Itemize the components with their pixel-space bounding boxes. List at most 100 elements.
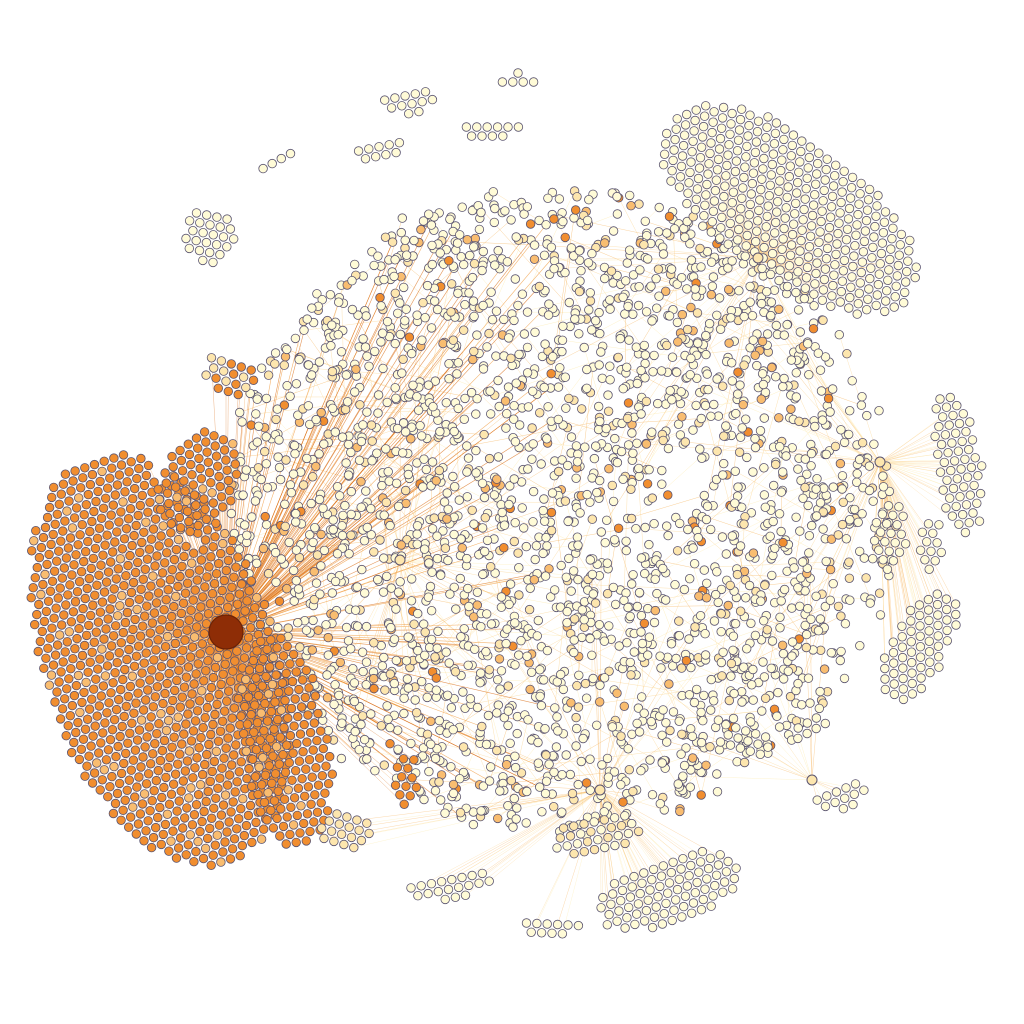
graph-node <box>93 486 103 497</box>
graph-node <box>252 593 262 603</box>
graph-node <box>566 243 577 253</box>
graph-node <box>696 707 706 718</box>
graph-node <box>453 403 463 414</box>
graph-node <box>599 807 609 817</box>
graph-node <box>46 539 56 550</box>
graph-node <box>115 731 125 742</box>
graph-node <box>717 532 728 542</box>
graph-node <box>605 361 615 371</box>
graph-node <box>169 685 180 696</box>
graph-node <box>378 587 389 597</box>
graph-node <box>786 404 796 414</box>
graph-node <box>657 479 667 489</box>
graph-node <box>205 599 216 609</box>
graph-node <box>71 727 81 738</box>
edge <box>225 631 540 788</box>
graph-node <box>86 741 96 751</box>
graph-node <box>845 406 855 416</box>
graph-node <box>309 594 319 605</box>
graph-node <box>377 480 387 491</box>
graph-node <box>115 684 126 695</box>
graph-node <box>486 287 496 297</box>
graph-node <box>730 466 741 477</box>
graph-node <box>411 708 422 718</box>
graph-node <box>624 245 635 255</box>
graph-node <box>156 531 166 541</box>
graph-node <box>154 672 165 682</box>
graph-node <box>493 245 503 256</box>
graph-node <box>160 688 170 699</box>
graph-node <box>469 311 479 322</box>
graph-node <box>240 606 250 616</box>
edge <box>542 366 611 511</box>
graph-node <box>503 382 514 392</box>
graph-node <box>444 256 454 266</box>
graph-node <box>188 726 199 736</box>
graph-node <box>205 646 215 656</box>
graph-node <box>576 756 587 767</box>
graph-node <box>553 382 564 392</box>
graph-node <box>441 398 452 408</box>
edge <box>879 461 950 499</box>
graph-node <box>311 414 321 425</box>
graph-node <box>159 558 170 568</box>
graph-node <box>684 690 695 700</box>
edge <box>757 257 868 300</box>
graph-node <box>87 516 97 527</box>
graph-node <box>144 591 154 601</box>
graph-node <box>813 626 824 636</box>
graph-node <box>147 749 158 759</box>
graph-node <box>173 712 183 723</box>
graph-node <box>186 736 197 746</box>
graph-node <box>485 386 495 396</box>
graph-node <box>626 484 636 495</box>
graph-node <box>242 530 252 541</box>
graph-node <box>512 728 522 739</box>
edge <box>794 567 831 570</box>
graph-node <box>107 547 118 557</box>
graph-node <box>696 737 707 748</box>
graph-node <box>632 718 642 729</box>
graph-node <box>139 480 150 491</box>
graph-node <box>38 579 48 590</box>
graph-node <box>204 739 214 750</box>
graph-node <box>391 393 401 404</box>
graph-node <box>494 654 505 664</box>
graph-node <box>681 743 691 753</box>
graph-node <box>501 760 512 770</box>
graph-node <box>71 550 81 560</box>
graph-node <box>112 658 122 668</box>
graph-node <box>222 649 232 660</box>
graph-node <box>640 216 651 227</box>
graph-node <box>206 552 216 562</box>
graph-node <box>275 474 286 485</box>
graph-node <box>118 450 129 460</box>
graph-node <box>175 702 186 712</box>
graph-node <box>199 676 209 686</box>
graph-node <box>453 288 463 299</box>
graph-node <box>218 538 228 549</box>
graph-node <box>472 394 482 404</box>
graph-node <box>712 769 722 779</box>
graph-node <box>641 396 652 407</box>
edge <box>421 789 601 886</box>
graph-node <box>522 307 533 317</box>
graph-node <box>519 329 530 339</box>
graph-node <box>739 662 749 672</box>
graph-node <box>73 717 83 728</box>
graph-node <box>823 393 834 404</box>
graph-node <box>436 570 446 580</box>
edge <box>607 449 617 569</box>
graph-node <box>116 768 127 779</box>
graph-node <box>619 595 629 606</box>
graph-node <box>541 532 551 543</box>
graph-node <box>595 328 605 339</box>
graph-node <box>573 702 584 712</box>
graph-node <box>733 482 743 492</box>
graph-node <box>476 207 486 218</box>
graph-node <box>220 659 230 670</box>
graph-node <box>323 650 334 660</box>
graph-node <box>113 694 124 705</box>
graph-node <box>60 647 70 657</box>
graph-node <box>688 425 698 435</box>
